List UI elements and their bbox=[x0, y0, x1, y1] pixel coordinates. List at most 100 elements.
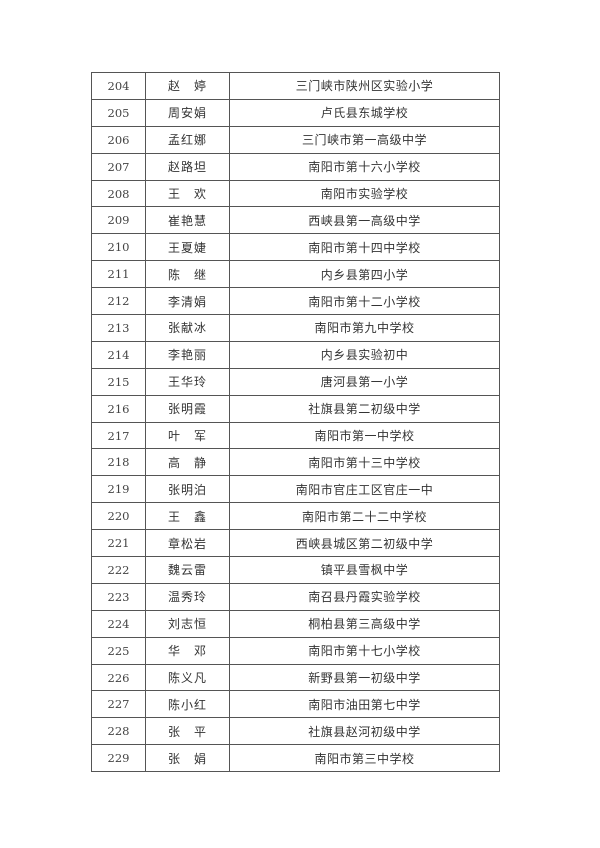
teacher-name: 张明泊 bbox=[145, 475, 230, 504]
table-row: 209 崔艳慧 西峡县第一高级中学 bbox=[91, 206, 500, 235]
school-name: 社旗县赵河初级中学 bbox=[229, 717, 500, 746]
teacher-name: 李清娟 bbox=[145, 287, 230, 316]
row-number: 209 bbox=[91, 206, 146, 235]
teacher-name: 王华玲 bbox=[145, 367, 230, 396]
school-name: 南阳市第九中学校 bbox=[229, 314, 500, 342]
roster-table: 204 赵 婷三门峡市陕州区实验小学 205 周安娟 卢氏县东城学校 206 孟红娜 三门峡市… bbox=[91, 72, 500, 773]
school-name: 南阳市第十七小学校 bbox=[229, 636, 500, 665]
table-row: 211 陈 继内乡县第四小学 bbox=[91, 260, 500, 289]
teacher-name: 周安娟 bbox=[145, 98, 230, 127]
table-row: 222 魏云雷 镇平县雪枫中学 bbox=[91, 556, 500, 584]
teacher-name: 陈义凡 bbox=[145, 663, 230, 692]
row-number: 223 bbox=[91, 582, 146, 611]
table-row: 213 张献冰 南阳市第九中学校 bbox=[91, 314, 500, 342]
table-row: 207 赵路坦 南阳市第十六小学校 bbox=[91, 152, 500, 181]
table-row: 224 刘志恒 桐柏县第三高级中学 bbox=[91, 609, 500, 638]
teacher-name: 张献冰 bbox=[145, 314, 230, 342]
table-row: 206 孟红娜 三门峡市第一高级中学 bbox=[91, 125, 500, 154]
teacher-name: 陈小红 bbox=[145, 690, 230, 719]
table-row: 210 王夏婕 南阳市第十四中学校 bbox=[91, 233, 500, 262]
teacher-name: 赵 婷 bbox=[145, 72, 230, 100]
school-name: 社旗县第二初级中学 bbox=[229, 394, 500, 423]
school-name: 桐柏县第三高级中学 bbox=[229, 609, 500, 638]
table-row: 208 王 欢南阳市实验学校 bbox=[91, 179, 500, 208]
teacher-name: 王 欢 bbox=[145, 179, 230, 208]
school-name: 南阳市第十六小学校 bbox=[229, 152, 500, 181]
school-name: 内乡县第四小学 bbox=[229, 260, 500, 289]
school-name: 南阳市第十四中学校 bbox=[229, 233, 500, 262]
table-row: 221 章松岩 西峡县城区第二初级中学 bbox=[91, 529, 500, 558]
teacher-name: 章松岩 bbox=[145, 529, 230, 558]
table-row: 226 陈义凡 新野县第一初级中学 bbox=[91, 663, 500, 692]
table-row: 219 张明泊 南阳市官庄工区官庄一中 bbox=[91, 475, 500, 504]
row-number: 220 bbox=[91, 502, 146, 531]
row-number: 228 bbox=[91, 717, 146, 746]
school-name: 南阳市第一中学校 bbox=[229, 421, 500, 450]
row-number: 227 bbox=[91, 690, 146, 719]
teacher-name: 刘志恒 bbox=[145, 609, 230, 638]
teacher-name: 华 邓 bbox=[145, 636, 230, 665]
school-name: 南阳市官庄工区官庄一中 bbox=[229, 475, 500, 504]
row-number: 214 bbox=[91, 340, 146, 369]
school-name: 南阳市第十三中学校 bbox=[229, 448, 500, 477]
row-number: 213 bbox=[91, 314, 146, 342]
table-row: 212 李清娟 南阳市第十二小学校 bbox=[91, 287, 500, 316]
table-row: 205 周安娟 卢氏县东城学校 bbox=[91, 98, 500, 127]
row-number: 226 bbox=[91, 663, 146, 692]
row-number: 207 bbox=[91, 152, 146, 181]
teacher-name: 王 鑫 bbox=[145, 502, 230, 531]
school-name: 南阳市第三中学校 bbox=[229, 744, 500, 773]
teacher-name: 张 平 bbox=[145, 717, 230, 746]
row-number: 219 bbox=[91, 475, 146, 504]
teacher-name: 魏云雷 bbox=[145, 556, 230, 584]
teacher-name: 陈 继 bbox=[145, 260, 230, 289]
school-name: 南阳市第二十二中学校 bbox=[229, 502, 500, 531]
school-name: 新野县第一初级中学 bbox=[229, 663, 500, 692]
row-number: 210 bbox=[91, 233, 146, 262]
row-number: 217 bbox=[91, 421, 146, 450]
school-name: 卢氏县东城学校 bbox=[229, 98, 500, 127]
teacher-name: 高 静 bbox=[145, 448, 230, 477]
school-name: 镇平县雪枫中学 bbox=[229, 556, 500, 584]
table-row: 217 叶 军南阳市第一中学校 bbox=[91, 421, 500, 450]
table-row: 216 张明霞 社旗县第二初级中学 bbox=[91, 394, 500, 423]
row-number: 221 bbox=[91, 529, 146, 558]
school-name: 内乡县实验初中 bbox=[229, 340, 500, 369]
teacher-name: 李艳丽 bbox=[145, 340, 230, 369]
teacher-name: 赵路坦 bbox=[145, 152, 230, 181]
teacher-name: 温秀玲 bbox=[145, 582, 230, 611]
school-name: 南阳市第十二小学校 bbox=[229, 287, 500, 316]
teacher-name: 王夏婕 bbox=[145, 233, 230, 262]
teacher-name: 叶 军 bbox=[145, 421, 230, 450]
table-row: 223 温秀玲 南召县丹霞实验学校 bbox=[91, 582, 500, 611]
table-row: 218 高 静南阳市第十三中学校 bbox=[91, 448, 500, 477]
school-name: 西峡县城区第二初级中学 bbox=[229, 529, 500, 558]
roster-table-body: 204 赵 婷三门峡市陕州区实验小学 205 周安娟 卢氏县东城学校 206 孟红娜 三门峡市… bbox=[91, 72, 500, 773]
row-number: 222 bbox=[91, 556, 146, 584]
school-name: 唐河县第一小学 bbox=[229, 367, 500, 396]
school-name: 南阳市实验学校 bbox=[229, 179, 500, 208]
school-name: 三门峡市第一高级中学 bbox=[229, 125, 500, 154]
table-row: 228 张 平社旗县赵河初级中学 bbox=[91, 717, 500, 746]
row-number: 205 bbox=[91, 98, 146, 127]
teacher-name: 张明霞 bbox=[145, 394, 230, 423]
row-number: 215 bbox=[91, 367, 146, 396]
school-name: 西峡县第一高级中学 bbox=[229, 206, 500, 235]
row-number: 224 bbox=[91, 609, 146, 638]
row-number: 212 bbox=[91, 287, 146, 316]
table-row: 225 华 邓南阳市第十七小学校 bbox=[91, 636, 500, 665]
table-row: 229 张 娟南阳市第三中学校 bbox=[91, 744, 500, 773]
row-number: 225 bbox=[91, 636, 146, 665]
table-row: 215 王华玲 唐河县第一小学 bbox=[91, 367, 500, 396]
row-number: 229 bbox=[91, 744, 146, 773]
teacher-name: 崔艳慧 bbox=[145, 206, 230, 235]
teacher-name: 张 娟 bbox=[145, 744, 230, 773]
table-row: 214 李艳丽 内乡县实验初中 bbox=[91, 340, 500, 369]
school-name: 南阳市油田第七中学 bbox=[229, 690, 500, 719]
row-number: 204 bbox=[91, 72, 146, 100]
school-name: 南召县丹霞实验学校 bbox=[229, 582, 500, 611]
row-number: 206 bbox=[91, 125, 146, 154]
row-number: 211 bbox=[91, 260, 146, 289]
table-row: 220 王 鑫南阳市第二十二中学校 bbox=[91, 502, 500, 531]
table-row: 227 陈小红 南阳市油田第七中学 bbox=[91, 690, 500, 719]
